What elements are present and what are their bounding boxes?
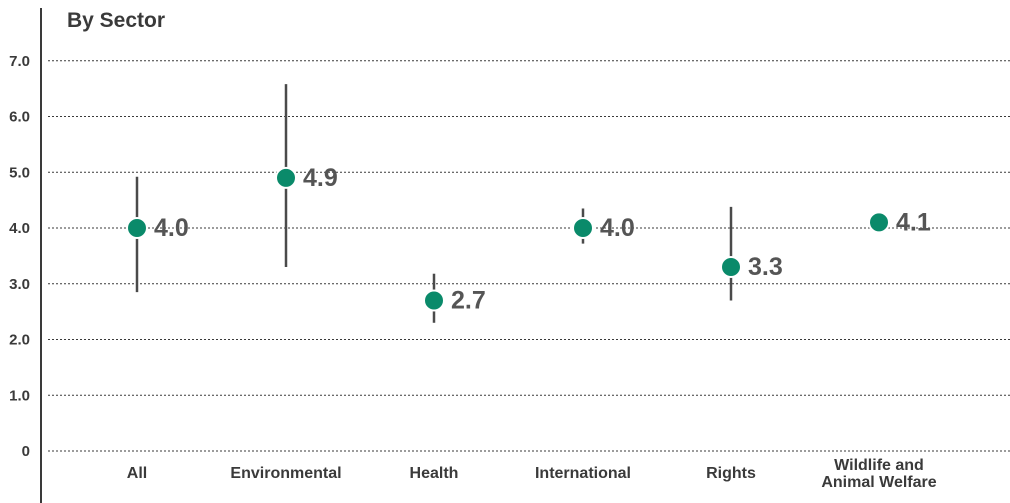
y-tick-label: 4.0 (9, 220, 30, 237)
y-tick-label: 0 (22, 443, 30, 460)
y-tick-label: 2.0 (9, 332, 30, 349)
x-tick-labels: All Environmental Health International Right… (127, 457, 937, 491)
data-label: 2.7 (451, 286, 486, 314)
data-point (572, 217, 594, 239)
x-tick-label: International (535, 465, 631, 482)
x-tick-label: Rights (706, 465, 756, 482)
data-point (423, 289, 445, 312)
y-tick-label: 1.0 (9, 387, 30, 404)
data-point (275, 166, 297, 189)
data-label: 4.1 (896, 208, 931, 236)
chart-title: By Sector (67, 9, 165, 32)
data-labels: 4.0 4.9 2.7 4.0 3.3 4.1 (154, 164, 931, 315)
error-bars (135, 84, 881, 323)
gridlines (48, 60, 1010, 452)
data-point (868, 211, 890, 234)
y-tick-label: 6.0 (9, 109, 30, 126)
x-tick-label: Environmental (230, 465, 341, 482)
y-tick-labels: 0 1.0 2.0 3.0 4.0 5.0 6.0 7.0 (9, 53, 30, 460)
x-tick-label: Wildlife and Animal Welfare (821, 457, 936, 491)
data-label: 4.9 (303, 164, 338, 192)
data-points (126, 166, 890, 312)
data-point (720, 256, 742, 279)
data-label: 4.0 (154, 214, 189, 242)
x-tick-label: All (127, 465, 147, 482)
data-label: 3.3 (748, 253, 783, 281)
y-tick-label: 3.0 (9, 276, 30, 293)
y-tick-label: 5.0 (9, 164, 30, 181)
data-label: 4.0 (600, 214, 635, 242)
y-tick-label: 7.0 (9, 53, 30, 70)
data-point (126, 217, 148, 239)
x-tick-label: Health (410, 465, 459, 482)
